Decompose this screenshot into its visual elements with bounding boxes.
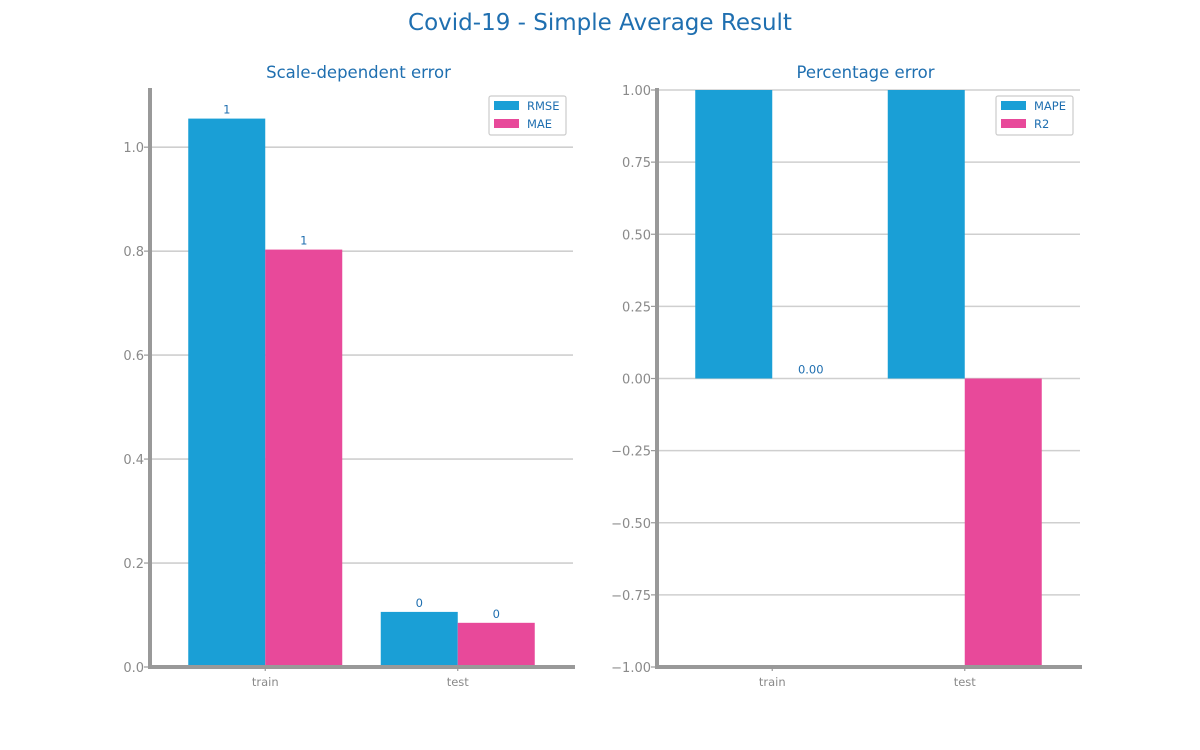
- panel1-bar-rmse-test: [380, 611, 458, 667]
- panel2-bar-mape-test: [887, 90, 965, 379]
- panel2-y-tick-label: 1.00: [622, 84, 651, 99]
- panel2-bar-label-r2-train: 0.00: [798, 363, 824, 377]
- panel1-legend-swatch-mae: [494, 119, 519, 128]
- panel2-y-tick-label: −0.75: [611, 589, 651, 604]
- panel1-bar-label-rmse-train: 1: [223, 103, 230, 117]
- panel2-legend-label-mape: MAPE: [1034, 99, 1066, 113]
- panel1-title: Scale-dependent error: [266, 63, 451, 82]
- panel2-bar-mape-train: [695, 90, 773, 379]
- panel2-y-tick-label: 0.00: [622, 373, 651, 388]
- panel1-bar-label-mae-train: 1: [300, 234, 307, 248]
- panel1-bar-label-rmse-test: 0: [416, 596, 423, 610]
- panel2-title: Percentage error: [796, 63, 934, 82]
- panel1-y-tick-label: 0.6: [123, 349, 144, 364]
- figure-title: Covid-19 - Simple Average Result: [408, 10, 792, 36]
- panel1-y-tick-label: 0.8: [123, 245, 144, 260]
- panel2-y-tick-label: −0.50: [611, 517, 651, 532]
- panel2-y-tick-label: −0.25: [611, 445, 651, 460]
- panel2-legend-swatch-mape: [1001, 101, 1026, 110]
- panel1-legend-label-mae: MAE: [527, 117, 552, 131]
- panel1-x-tick-label-train: train: [252, 675, 279, 689]
- panel1-y-tick-label: 0.0: [123, 661, 144, 676]
- panel2-x-tick-label-train: train: [759, 675, 786, 689]
- panel1-bar-label-mae-test: 0: [493, 607, 500, 621]
- panel1-legend-swatch-rmse: [494, 101, 519, 110]
- panel2-y-tick-label: 0.75: [622, 156, 651, 171]
- panel1-bar-mae-test: [457, 622, 535, 667]
- panel2-y-tick-label: 0.50: [622, 228, 651, 243]
- panel2-bar-r2-test: [964, 378, 1042, 667]
- panel1-legend-label-rmse: RMSE: [527, 99, 559, 113]
- panel1-bar-mae-train: [265, 249, 343, 667]
- panel2-y-tick-label: −1.00: [611, 661, 651, 676]
- panel2-x-tick-label-test: test: [954, 675, 977, 689]
- panel2-legend-label-r2: R2: [1034, 117, 1049, 131]
- panel2-legend-swatch-r2: [1001, 119, 1026, 128]
- panel1-y-tick-label: 1.0: [123, 141, 144, 156]
- panel1-y-tick-label: 0.2: [123, 557, 144, 572]
- panel1-y-tick-label: 0.4: [123, 453, 144, 468]
- panel1-bar-rmse-train: [188, 118, 266, 667]
- panel2-y-tick-label: 0.25: [622, 300, 651, 315]
- panel1-x-tick-label-test: test: [447, 675, 470, 689]
